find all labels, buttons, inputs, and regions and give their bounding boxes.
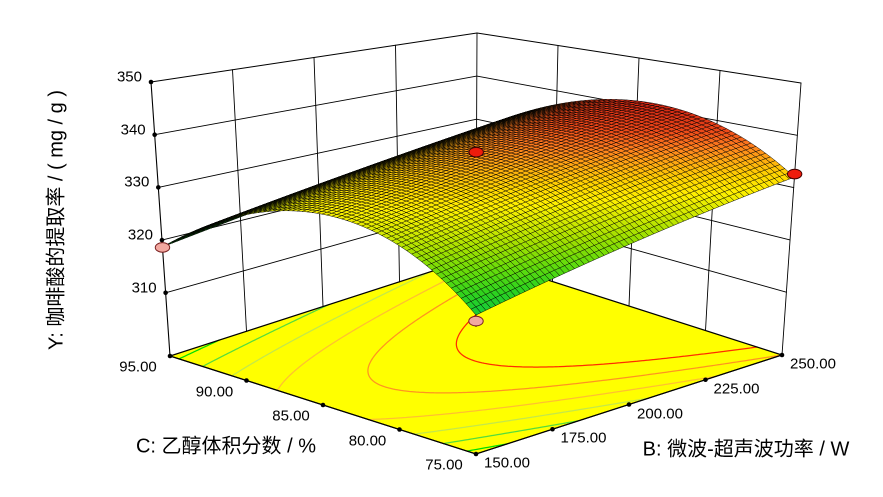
- b-axis-tick-label: 250.00: [790, 355, 836, 373]
- b-axis-title: B: 微波-超声波功率 / W: [642, 438, 850, 461]
- c-axis-tick-label: 90.00: [195, 383, 234, 400]
- z-axis-tick-label: 350: [116, 68, 142, 86]
- c-axis-tick-label: 85.00: [272, 407, 310, 425]
- c-axis-title: C: 乙醇体积分数 / %: [135, 435, 317, 458]
- z-axis-title: Y: 咖啡酸的提取率 / ( mg / g ): [45, 89, 68, 351]
- z-axis-tick-label: 340: [120, 121, 146, 139]
- b-axis-tick-label: 175.00: [560, 429, 607, 447]
- z-axis-tick-label: 320: [127, 226, 153, 244]
- c-axis-tick-label: 75.00: [425, 456, 463, 474]
- c-axis-tick-label: 80.00: [348, 432, 387, 449]
- c-axis-tick-label: 95.00: [119, 358, 157, 376]
- b-axis-tick-label: 150.00: [484, 454, 530, 472]
- z-axis-tick-label: 310: [131, 279, 157, 297]
- b-axis-tick-label: 200.00: [637, 405, 683, 422]
- b-axis-tick-label: 225.00: [713, 380, 760, 398]
- z-axis-tick-label: 330: [124, 173, 150, 191]
